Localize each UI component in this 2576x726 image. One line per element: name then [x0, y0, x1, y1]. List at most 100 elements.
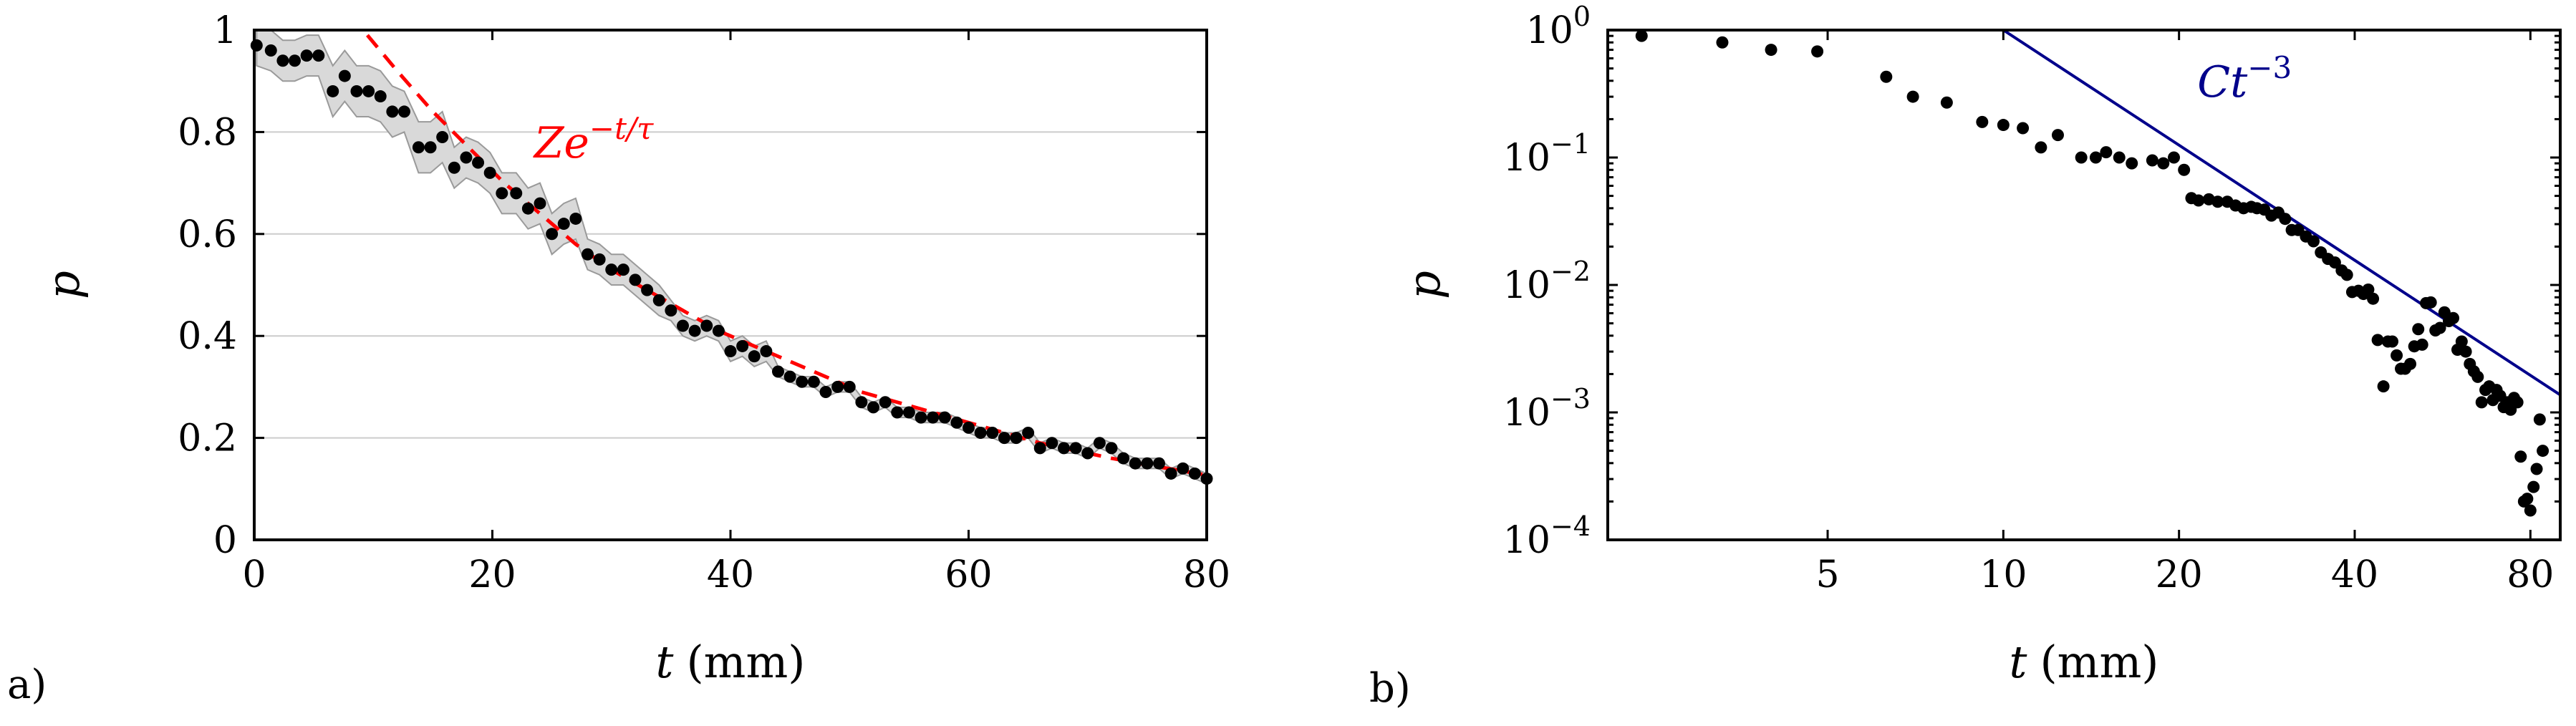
panel-a-data-point: [397, 105, 410, 118]
panel-a-data-point: [1069, 442, 1082, 455]
panel-b-y-tick-label-exp-4: 0: [1573, 1, 1591, 32]
panel-b-data-point: [2307, 235, 2320, 248]
panel-b-data-point: [2075, 151, 2088, 164]
panel-b-fit-label: Ct−3: [2197, 50, 2292, 107]
panel-b-data-point: [2424, 296, 2437, 309]
panel-a-data-point: [472, 156, 485, 169]
panel-b-x-axis-variable: t: [2010, 636, 2027, 688]
panel-b-x-tick-label-1: 10: [1979, 553, 2027, 596]
panel-a-data-point: [652, 294, 665, 306]
panel-a-data-point: [300, 49, 313, 62]
panel-a-data-point: [963, 421, 975, 434]
panel-b-x-axis-unit: (mm): [2040, 636, 2158, 688]
panel-a-data-point: [327, 84, 339, 97]
panel-a-data-point: [927, 411, 940, 424]
panel-a-x-axis-variable: t: [656, 636, 674, 688]
panel-a-data-point: [289, 54, 302, 67]
panel-b-y-tick-label-exp-1: −3: [1550, 383, 1591, 415]
panel-a-data-point: [412, 141, 425, 154]
panel-a-data-point: [250, 39, 263, 52]
panel-a-data-point: [534, 197, 546, 210]
panel-a-data-point: [1058, 442, 1070, 455]
panel-b-data-point: [1811, 45, 1824, 58]
panel-a-data-point: [748, 350, 761, 363]
panel-b-y-tick-label-base-0: 10: [1503, 519, 1550, 562]
panel-a-data-point: [276, 54, 289, 67]
panel-a-data-point: [772, 365, 784, 378]
panel-b-label: b): [1369, 665, 1411, 712]
panel-a-data-point: [436, 131, 449, 144]
panel-b-x-axis-label: t (mm): [2010, 636, 2159, 688]
panel-a-data-point: [1046, 437, 1058, 450]
panel-a-data-point: [605, 263, 618, 276]
panel-b-data-point: [2089, 151, 2102, 164]
panel-a-fit-line: [366, 34, 1207, 478]
panel-b-data-point: [2367, 292, 2380, 305]
panel-b-x-tick-label-4: 80: [2507, 553, 2554, 596]
panel-b-y-axis-label: p: [1398, 271, 1450, 299]
panel-a-data-point: [1164, 467, 1177, 480]
panel-a-data-point: [350, 84, 363, 97]
panel-a-data-point: [1117, 452, 1130, 465]
panel-a-data-point: [386, 105, 399, 118]
panel-b-data-point: [2017, 122, 2030, 135]
panel-a-data-point: [986, 426, 999, 439]
panel-a-data-point: [1129, 457, 1142, 470]
panel-a-x-tick-label-4: 80: [1183, 553, 1230, 596]
panel-a-data-point: [641, 284, 654, 296]
panel-b-data-point: [2146, 154, 2158, 167]
panel-a-data-point: [1177, 462, 1190, 475]
panel-a-y-tick-label-3: 0.6: [178, 213, 237, 256]
panel-b-data-point: [2340, 268, 2353, 281]
panel-a-data-point: [1141, 457, 1154, 470]
panel-a-data-point: [1188, 467, 1201, 480]
panel-a-data-point: [1010, 432, 1023, 445]
panel-a-data-points: [250, 39, 1213, 485]
panel-a-data-point: [688, 324, 701, 337]
panel-b-y-tick-label-0: 10−4: [1503, 510, 1591, 562]
panel-b-data-point: [2524, 504, 2537, 517]
panel-b-data-point: [2051, 129, 2064, 142]
panel-b-fit-label-exponent: −3: [2247, 50, 2292, 85]
panel-a-fit-label-base: Ze: [533, 118, 589, 168]
panel-b-data-points: [1635, 29, 2550, 517]
panel-b-data-point: [2416, 338, 2428, 351]
panel-b-data-point: [2412, 323, 2425, 336]
panel-a-data-point: [521, 202, 534, 215]
panel-b-data-point: [2533, 413, 2546, 426]
panel-b-data-point: [2157, 157, 2170, 170]
panel-b-y-tick-label-1: 10−3: [1503, 383, 1591, 435]
panel-a-data-point: [312, 49, 325, 62]
panel-a-y-tick-label-1: 0.2: [178, 417, 237, 460]
panel-a-data-point: [1105, 442, 1118, 455]
panel-a-data-point: [510, 187, 523, 200]
panel-b-data-point: [2192, 194, 2205, 207]
panel-a-data-point: [1093, 437, 1106, 450]
panel-a-data-point: [712, 324, 725, 337]
panel-b-data-point: [1765, 44, 1777, 57]
panel-b-y-tick-label-3: 10−1: [1503, 128, 1591, 180]
panel-a-data-point: [796, 375, 809, 388]
panel-b-data-point: [2211, 195, 2224, 208]
panel-b-data-point: [2391, 349, 2403, 362]
panel-b-data-point: [2459, 345, 2472, 358]
panel-b-fit-label-base: Ct: [2197, 57, 2248, 107]
panel-a-x-tick-labels: 0 20 40 60 80: [242, 553, 1230, 596]
panel-b-x-tick-labels: 5 10 20 40 80: [1815, 553, 2554, 596]
panel-a-data-point: [665, 304, 677, 317]
panel-a-data-point: [338, 69, 351, 82]
panel-a-data-point: [867, 401, 879, 414]
panel-b-y-tick-label-base-4: 10: [1526, 9, 1573, 52]
panel-a-x-axis-unit: (mm): [686, 636, 805, 688]
panel-b-data-point: [1635, 29, 1648, 42]
panel-b-data-point: [2371, 334, 2384, 347]
panel-a-data-point: [974, 426, 987, 439]
panel-b-ticks: [1608, 29, 2560, 541]
panel-a-data-point: [1081, 447, 1094, 460]
panel-a-label: a): [7, 662, 47, 708]
panel-a-y-tick-label-4: 0.8: [178, 111, 237, 154]
panel-a-data-point: [496, 187, 508, 200]
panel-a-data-point: [938, 411, 951, 424]
panel-a-data-point: [998, 432, 1010, 445]
